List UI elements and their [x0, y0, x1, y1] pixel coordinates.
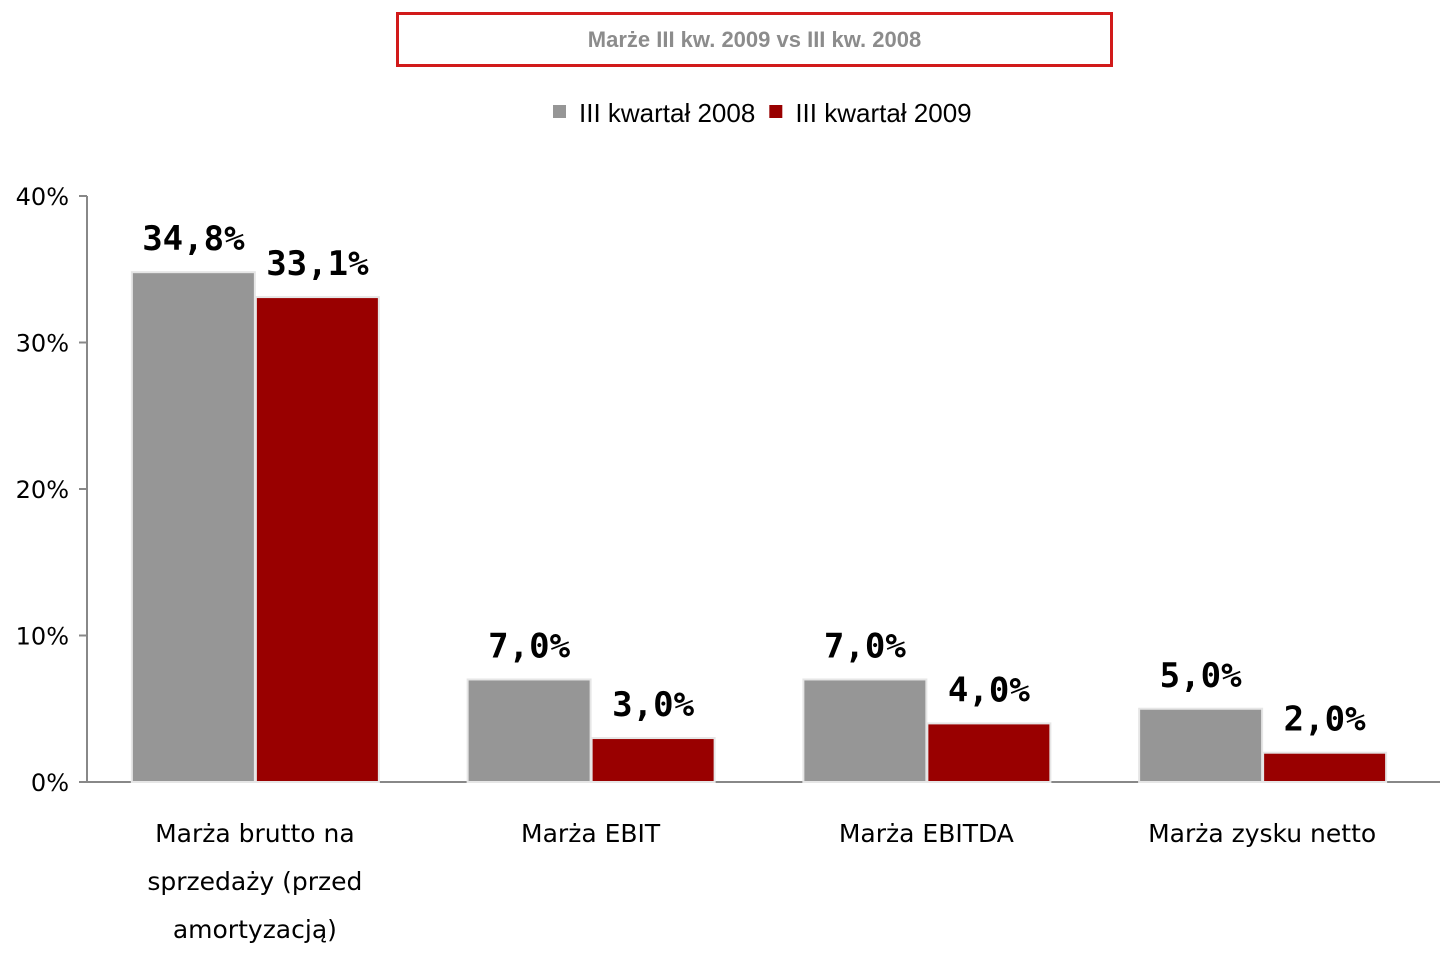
legend-label: III kwartał 2008 — [579, 98, 755, 128]
data-label: 33,1% — [266, 244, 369, 284]
bar — [466, 678, 592, 784]
x-tick-label: Marża EBIT — [521, 819, 661, 848]
x-tick-label: Marża brutto na sprzedaży (przed amortyz… — [147, 819, 363, 944]
y-tick-label: 20% — [16, 476, 69, 504]
y-tick-label: 30% — [16, 330, 69, 358]
bar — [802, 678, 928, 784]
x-tick-label: Marża zysku netto — [1148, 819, 1377, 848]
legend-label: III kwartał 2009 — [795, 98, 971, 128]
bar — [926, 722, 1052, 784]
x-tick-label: Marża EBITDA — [838, 819, 1014, 848]
data-label: 2,0% — [1284, 700, 1366, 740]
data-label: 7,0% — [488, 626, 570, 666]
legend-swatch — [553, 105, 566, 118]
bar — [590, 737, 716, 783]
data-label: 3,0% — [612, 685, 694, 725]
legend-swatch — [769, 105, 783, 118]
bar — [254, 296, 380, 783]
data-label: 5,0% — [1160, 656, 1242, 696]
data-label: 4,0% — [948, 670, 1030, 710]
bar — [1138, 707, 1264, 783]
data-label: 34,8% — [142, 219, 245, 259]
y-tick-label: 0% — [31, 769, 69, 797]
chart-title: Marże III kw. 2009 vs III kw. 2008 — [396, 12, 1113, 67]
bar — [1262, 751, 1388, 784]
y-tick-label: 40% — [16, 183, 69, 211]
y-tick-label: 10% — [16, 623, 69, 651]
bar — [130, 271, 256, 783]
data-label: 7,0% — [824, 626, 906, 666]
